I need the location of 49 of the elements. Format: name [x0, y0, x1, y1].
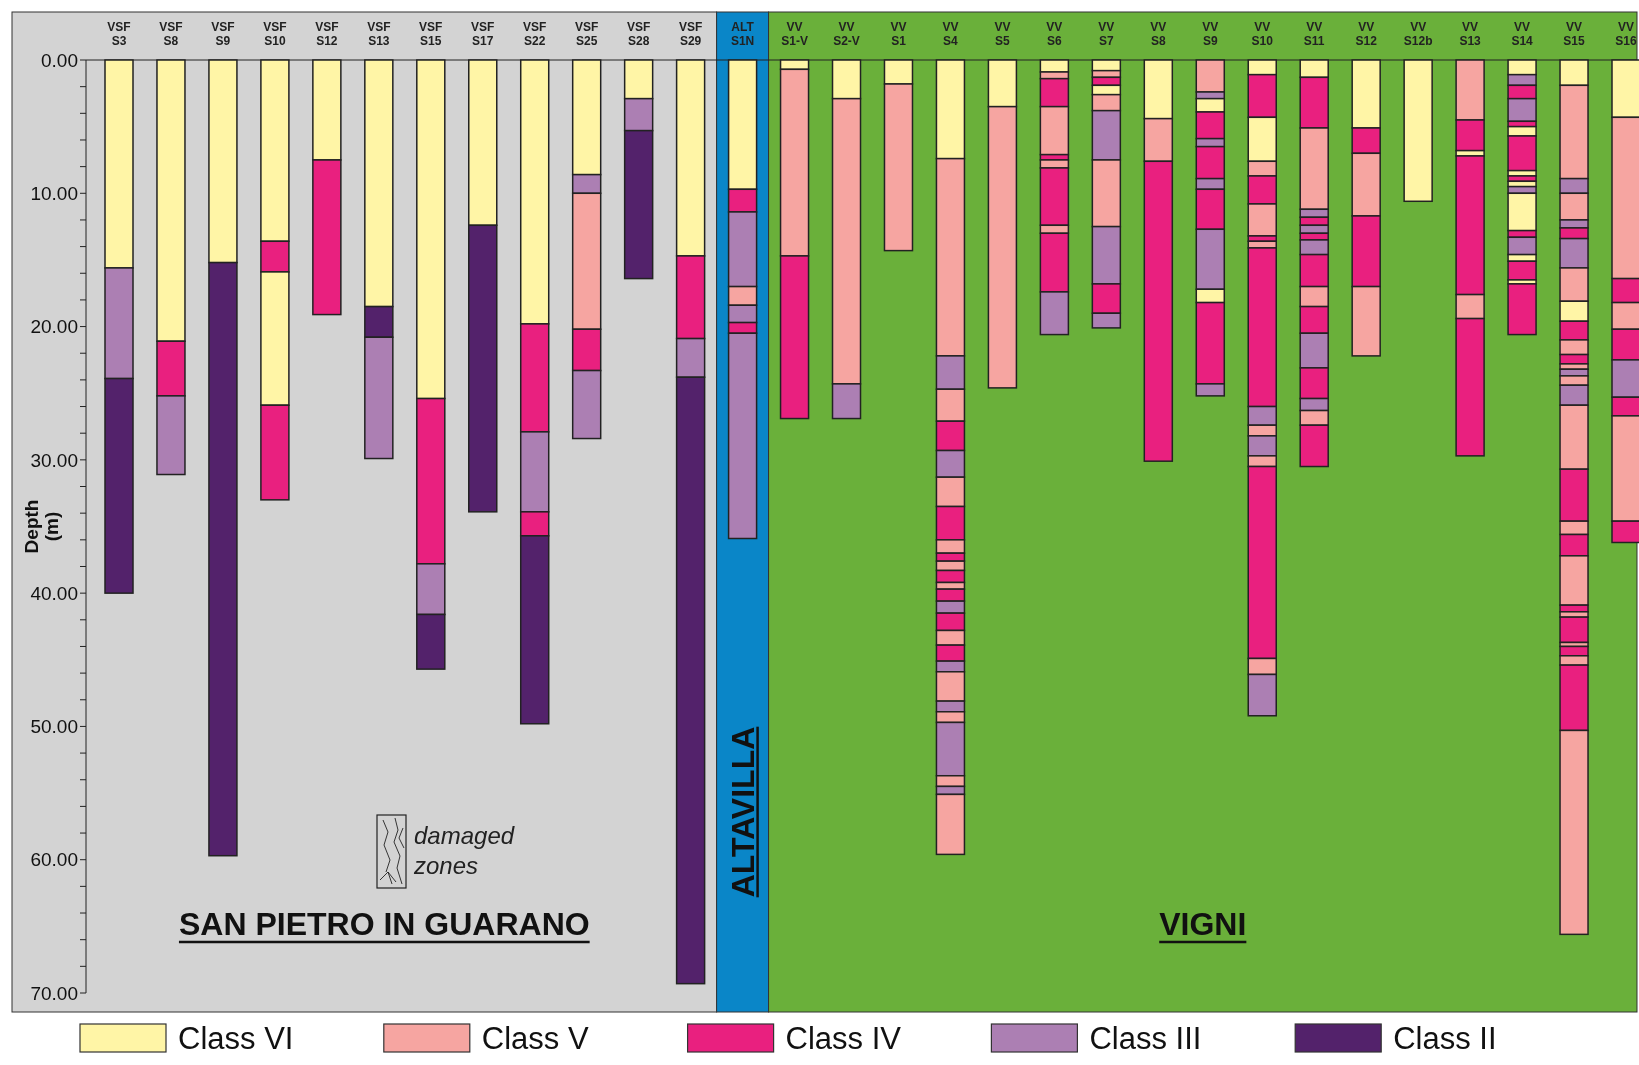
band-label: SAN PIETRO IN GUARANO	[178, 906, 590, 942]
x-tick-label: VV S2-V	[833, 20, 860, 48]
y-tick-label: 10.00	[30, 182, 78, 204]
y-tick-label: 60.00	[30, 849, 78, 871]
legend-label: Class VI	[178, 1021, 294, 1057]
x-tick-label: VV S1-V	[781, 20, 808, 48]
bar	[1507, 283, 1537, 336]
x-tick-label: VV S15	[1563, 20, 1586, 48]
x-tick-label: ALT S1N	[730, 20, 755, 48]
x-tick-label: VV S1	[890, 20, 907, 48]
x-tick-label: VSF S10	[263, 20, 287, 48]
legend-label: Class III	[1089, 1021, 1202, 1057]
legend-label: Class V	[481, 1021, 589, 1057]
x-tick-label: VV S10	[1251, 20, 1274, 48]
y-tick-label: 50.00	[30, 716, 78, 738]
x-tick-label: VV S12	[1355, 20, 1378, 48]
x-tick-label: VSF S8	[159, 20, 183, 48]
band-label: ALTAVILLA	[724, 726, 761, 898]
x-tick-label: VSF S3	[107, 20, 131, 48]
x-tick-label: VSF S28	[626, 20, 651, 48]
band-label: VIGNI	[1159, 906, 1247, 942]
y-tick-label: 40.00	[30, 582, 78, 604]
x-tick-label: VV S6	[1046, 20, 1063, 48]
x-tick-label: VSF S12	[315, 20, 339, 48]
x-tick-label: VV S13	[1459, 20, 1482, 48]
x-tick-label: VV S12b	[1403, 20, 1433, 48]
y-tick-label: 0.00	[41, 49, 78, 71]
x-tick-label: VV S7	[1098, 20, 1115, 48]
annotation: damaged zones	[413, 822, 515, 879]
x-tick-label: VV S16	[1615, 20, 1637, 48]
x-tick-label: VSF S13	[367, 20, 391, 48]
x-tick-label: VV S11	[1303, 20, 1325, 48]
x-tick-label: VSF S9	[211, 20, 235, 48]
x-tick-label: VV S14	[1511, 20, 1534, 48]
x-tick-label: VSF S25	[575, 20, 599, 48]
x-tick-label: VSF S29	[678, 20, 703, 48]
y-tick-label: 20.00	[30, 316, 78, 338]
y-tick-label: 30.00	[30, 449, 78, 471]
legend-label: Class IV	[785, 1021, 902, 1057]
y-axis-title: Depth (m)	[21, 499, 62, 554]
x-tick-label: VV S9	[1202, 20, 1219, 48]
x-tick-label: VV S8	[1150, 20, 1167, 48]
x-tick-label: VV S5	[994, 20, 1011, 48]
x-tick-label: VSF S22	[523, 20, 547, 48]
x-tick-label: VSF S17	[471, 20, 495, 48]
y-tick-label: 70.00	[30, 982, 78, 1004]
legend-label: Class II	[1393, 1021, 1497, 1057]
x-tick-label: VSF S15	[419, 20, 443, 48]
x-tick-label: VV S4	[942, 20, 959, 48]
